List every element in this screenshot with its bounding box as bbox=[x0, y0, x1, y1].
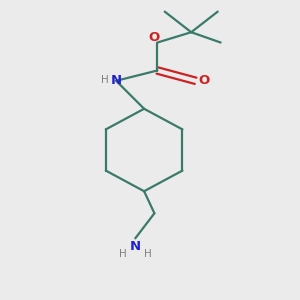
Text: N: N bbox=[111, 74, 122, 87]
Text: H: H bbox=[144, 249, 152, 259]
Text: H: H bbox=[101, 75, 109, 85]
Text: N: N bbox=[130, 240, 141, 253]
Text: O: O bbox=[198, 74, 209, 87]
Text: O: O bbox=[149, 31, 160, 44]
Text: H: H bbox=[119, 249, 127, 259]
